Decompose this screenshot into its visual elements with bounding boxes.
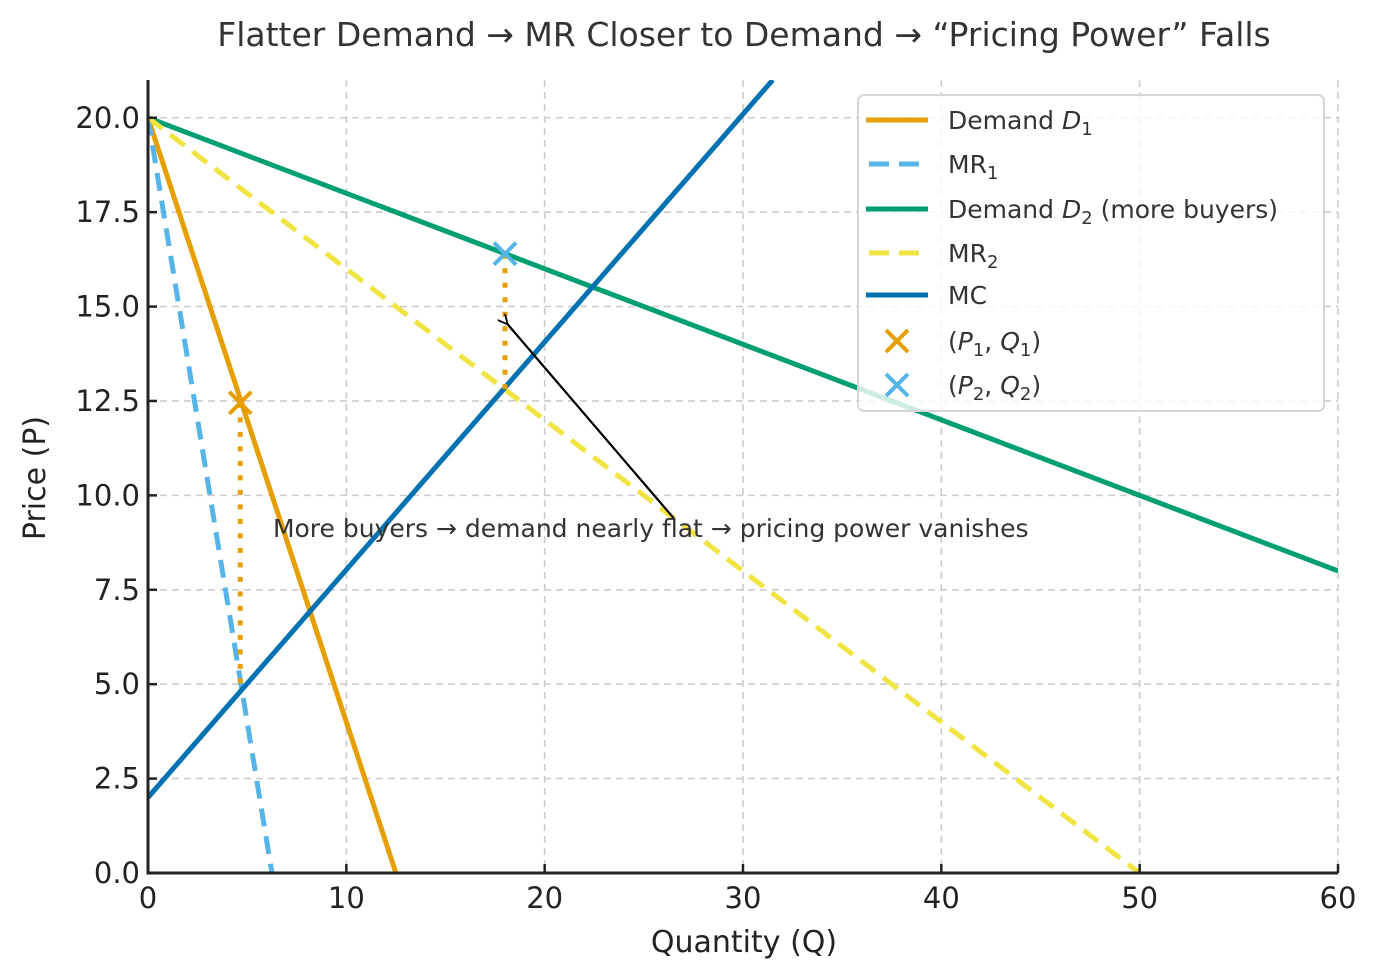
- point-marker-2: [492, 241, 518, 267]
- y-tick-label: 5.0: [94, 667, 140, 701]
- axes: 0 10 20 30 40 50 60 0.0 2.5 5.0 7.5 10.0 12.5 15.0 17.…: [75, 80, 1356, 915]
- x-tick-label: 20: [526, 881, 563, 915]
- x-marker-stroke: [227, 390, 253, 416]
- annotation-text: More buyers → demand nearly flat → prici…: [273, 514, 1029, 543]
- legend-point-label-1: (P1, Q1): [948, 327, 1041, 361]
- series-line-mc: [148, 80, 775, 800]
- y-tick-label: 20.0: [75, 101, 140, 135]
- x-tick-label: 40: [923, 881, 960, 915]
- annotation-arrow: [507, 324, 675, 519]
- legend-marker-1: [884, 328, 910, 354]
- legend-label-4: MR2: [948, 239, 998, 273]
- x-tick-label: 30: [725, 881, 762, 915]
- x-tick-label: 10: [328, 881, 365, 915]
- legend-label-main: Demand: [948, 195, 1062, 224]
- legend-point-label-part: ): [1031, 371, 1041, 400]
- x-tick-label: 50: [1121, 881, 1158, 915]
- legend-point-label-part: ): [1031, 327, 1041, 356]
- x-tick-label: 0: [139, 881, 157, 915]
- legend-point-label-part: ,: [984, 371, 1000, 400]
- y-tick-label: 17.5: [75, 195, 140, 229]
- legend-label-sub: 1: [987, 163, 998, 184]
- legend-point-label-2: (P2, Q2): [948, 371, 1041, 405]
- point-marker-1: [227, 390, 253, 416]
- legend-point-label-part: 1: [1020, 340, 1031, 361]
- series-line-demand-d2-more-buyers-: [148, 115, 1338, 574]
- legend-box: [857, 94, 1325, 412]
- legend-marker-2: [884, 372, 910, 398]
- legend-point-label-part: 2: [973, 384, 984, 405]
- y-tick-label: 10.0: [75, 478, 140, 512]
- chart-title: Flatter Demand → MR Closer to Demand → “…: [217, 15, 1270, 54]
- legend-label-var: D: [1062, 106, 1081, 135]
- plot-area: [148, 80, 1338, 873]
- y-axis-label: Price (P): [18, 416, 53, 540]
- legend-point-label-part: Q: [1000, 371, 1020, 400]
- legend-label-main: MR: [948, 150, 987, 179]
- legend-label-sub: 1: [1081, 119, 1092, 140]
- legend-point-label-part: P: [958, 327, 974, 356]
- series-line-mr2: [148, 115, 1142, 873]
- x-axis-label: Quantity (Q): [651, 925, 837, 960]
- legend-label-sub: 2: [1081, 208, 1092, 229]
- legend-label-5: MC: [948, 281, 987, 310]
- legend-label-main: Demand: [948, 106, 1062, 135]
- y-tick-label: 0.0: [94, 856, 140, 890]
- legend-label-var: D: [1062, 195, 1081, 224]
- legend-label-main: MR: [948, 239, 987, 268]
- series-line-demand-d1: [148, 116, 399, 873]
- series-line-mr1: [148, 117, 275, 873]
- legend-label-main: MC: [948, 281, 987, 310]
- x-tick-label: 60: [1320, 881, 1357, 915]
- legend-point-label-part: Q: [1000, 327, 1020, 356]
- legend-point-label-part: 1: [973, 340, 984, 361]
- y-tick-label: 15.0: [75, 290, 140, 324]
- legend-point-label-part: P: [958, 371, 974, 400]
- legend-point-label-part: (: [948, 371, 958, 400]
- legend-label-1: Demand D1: [948, 106, 1093, 140]
- legend-point-label-part: ,: [984, 327, 1000, 356]
- legend-point-label-part: (: [948, 327, 958, 356]
- y-tick-label: 12.5: [75, 384, 140, 418]
- legend-label-sub: 2: [987, 252, 998, 273]
- legend-point-label-part: 2: [1020, 384, 1031, 405]
- y-tick-label: 7.5: [94, 573, 140, 607]
- legend-label-tail: (more buyers): [1093, 195, 1278, 224]
- x-marker-stroke: [492, 241, 518, 267]
- series-layer: More buyers → demand nearly flat → prici…: [148, 80, 1338, 873]
- y-tick-label: 2.5: [94, 762, 140, 796]
- legend-label-2: MR1: [948, 150, 998, 184]
- legend-label-3: Demand D2 (more buyers): [948, 195, 1278, 229]
